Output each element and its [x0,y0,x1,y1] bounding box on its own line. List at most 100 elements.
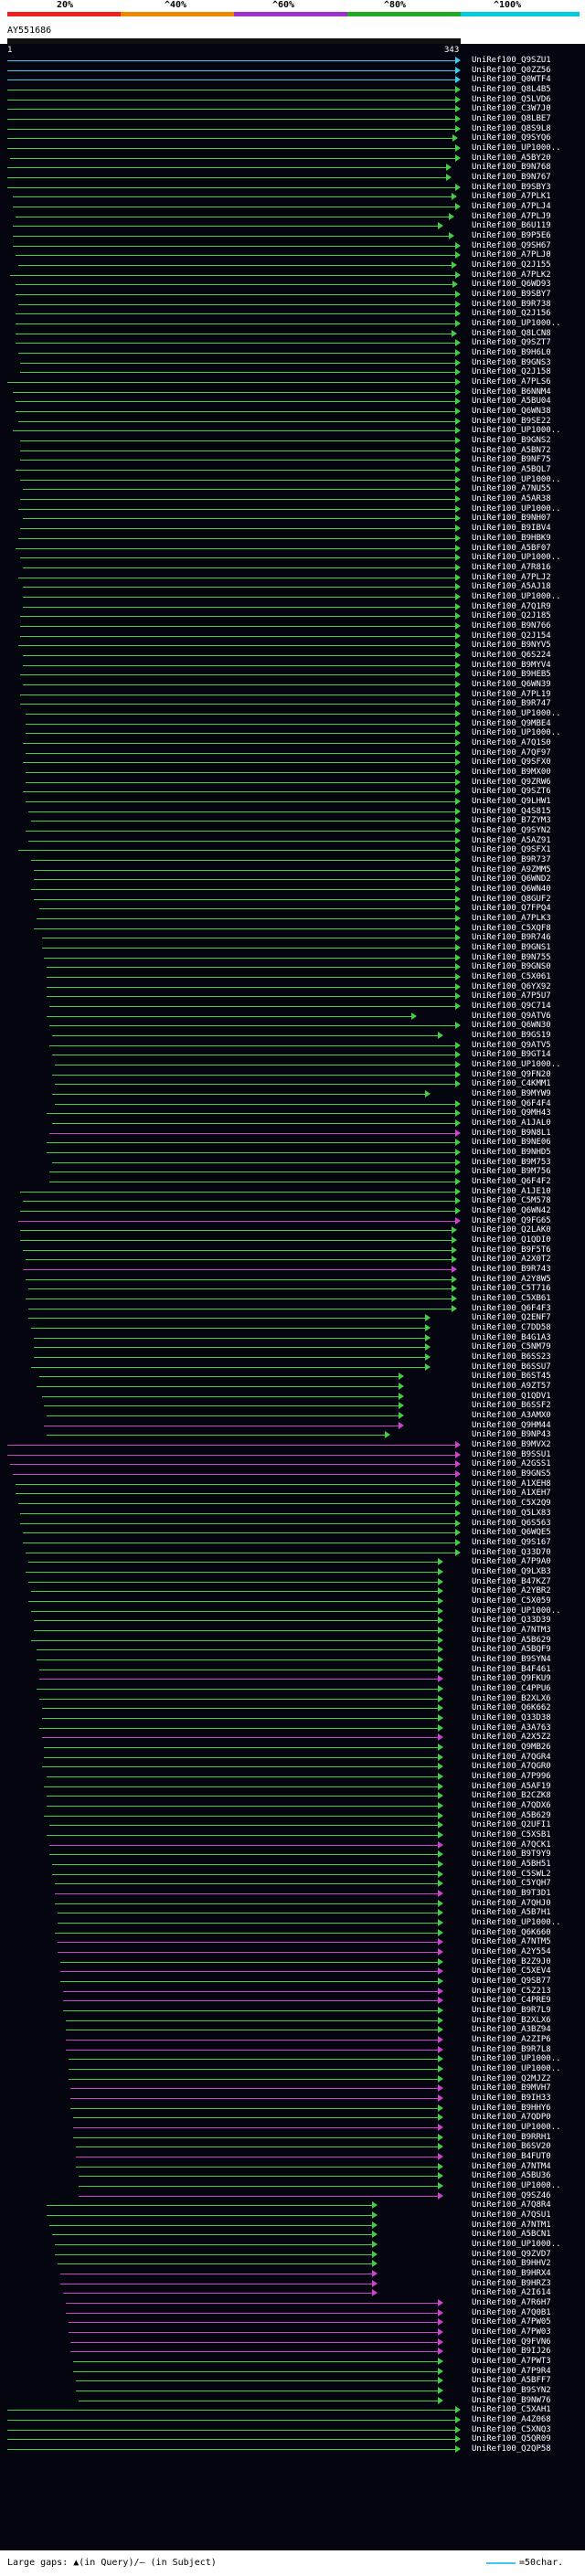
hit-row[interactable]: UniRef100_B9GNS5 [0,1468,585,1479]
hit-row[interactable]: UniRef100_A7PLK2 [0,270,585,281]
hit-row[interactable]: UniRef100_A7QHJ0 [0,1898,585,1909]
hit-label[interactable]: UniRef100_B9RRH1 [472,2132,551,2142]
hit-row[interactable]: UniRef100_A7QDX6 [0,1800,585,1811]
hit-label[interactable]: UniRef100_A5AR38 [472,494,551,504]
hit-label[interactable]: UniRef100_A7NTM3 [472,1625,551,1635]
hit-row[interactable]: UniRef100_A5BCN1 [0,2229,585,2240]
hit-row[interactable]: UniRef100_B6SS23 [0,1352,585,1362]
hit-label[interactable]: UniRef100_C4KMM1 [472,1079,551,1089]
hit-label[interactable]: UniRef100_B9IBV4 [472,524,551,534]
hit-row[interactable]: UniRef100_A1JE10 [0,1186,585,1197]
hit-label[interactable]: UniRef100_Q9LHW1 [472,796,551,806]
hit-row[interactable]: UniRef100_B9SYN2 [0,2385,585,2396]
hit-label[interactable]: UniRef100_UP1000.. [472,2181,561,2191]
hit-row[interactable]: UniRef100_B4G1A3 [0,1332,585,1343]
hit-row[interactable]: UniRef100_A7NTM5 [0,1936,585,1947]
hit-label[interactable]: UniRef100_Q1QDV1 [472,1391,551,1401]
hit-label[interactable]: UniRef100_B6SSU7 [472,1362,551,1372]
hit-row[interactable]: UniRef100_Q9SZT7 [0,337,585,348]
hit-label[interactable]: UniRef100_Q6WN42 [472,1206,551,1216]
hit-label[interactable]: UniRef100_C4PPU6 [472,1683,551,1693]
hit-row[interactable]: UniRef100_Q7FPQ4 [0,903,585,914]
hit-row[interactable]: UniRef100_B9GNS3 [0,357,585,368]
hit-row[interactable]: UniRef100_Q4S815 [0,806,585,817]
hit-label[interactable]: UniRef100_A7PLJ9 [472,211,551,221]
hit-label[interactable]: UniRef100_A5BF07 [472,543,551,553]
hit-label[interactable]: UniRef100_UP1000.. [472,2064,561,2074]
hit-label[interactable]: UniRef100_C5YQH7 [472,1879,551,1889]
hit-row[interactable]: UniRef100_Q2QP58 [0,2443,585,2454]
hit-label[interactable]: UniRef100_C3W7J0 [472,104,551,114]
hit-row[interactable]: UniRef100_C4PRE9 [0,1995,585,2006]
hit-row[interactable]: UniRef100_A7PLK3 [0,913,585,924]
hit-label[interactable]: UniRef100_A5AJ18 [472,582,551,592]
hit-label[interactable]: UniRef100_Q9ATV6 [472,1011,551,1021]
hit-label[interactable]: UniRef100_A7PLJ4 [472,202,551,212]
hit-label[interactable]: UniRef100_B9SYN4 [472,1654,551,1664]
hit-label[interactable]: UniRef100_Q9FN20 [472,1069,551,1079]
hit-label[interactable]: UniRef100_A7PLK2 [472,270,551,280]
hit-label[interactable]: UniRef100_A5BN72 [472,445,551,455]
hit-label[interactable]: UniRef100_C5X061 [472,971,551,981]
hit-label[interactable]: UniRef100_B9P5E6 [472,231,551,241]
hit-row[interactable]: UniRef100_Q9LHW1 [0,796,585,807]
hit-label[interactable]: UniRef100_B9GNS1 [472,942,551,952]
hit-label[interactable]: UniRef100_A7NTM5 [472,1937,551,1947]
hit-label[interactable]: UniRef100_B9MVH7 [472,2083,551,2094]
hit-row[interactable]: UniRef100_A2Y554 [0,1946,585,1957]
hit-label[interactable]: UniRef100_A7PL19 [472,689,551,699]
hit-label[interactable]: UniRef100_Q2J158 [472,367,551,377]
hit-label[interactable]: UniRef100_A1JE10 [472,1186,551,1196]
hit-label[interactable]: UniRef100_A5AF19 [472,1781,551,1791]
hit-label[interactable]: UniRef100_B9HRX4 [472,2269,551,2279]
hit-row[interactable]: UniRef100_Q2J156 [0,308,585,319]
hit-row[interactable]: UniRef100_C5NM79 [0,1341,585,1352]
hit-label[interactable]: UniRef100_Q7FPQ4 [472,904,551,914]
hit-label[interactable]: UniRef100_B9SYN2 [472,2386,551,2396]
hit-label[interactable]: UniRef100_A2I614 [472,2288,551,2298]
hit-row[interactable]: UniRef100_UP1000.. [0,2122,585,2133]
hit-label[interactable]: UniRef100_A7QDX6 [472,1800,551,1810]
hit-row[interactable]: UniRef100_B9NP43 [0,1429,585,1440]
hit-row[interactable]: UniRef100_B9R746 [0,932,585,943]
hit-row[interactable]: UniRef100_UP1000.. [0,591,585,602]
hit-row[interactable]: UniRef100_Q6WD93 [0,279,585,290]
hit-label[interactable]: UniRef100_Q6WN40 [472,884,551,894]
hit-label[interactable]: UniRef100_B9T3D1 [472,1888,551,1898]
hit-label[interactable]: UniRef100_C5XQF8 [472,923,551,933]
hit-label[interactable]: UniRef100_B9NW76 [472,2395,551,2405]
hit-row[interactable]: UniRef100_Q9SYQ6 [0,133,585,143]
hit-label[interactable]: UniRef100_Q6F4F3 [472,1303,551,1313]
hit-row[interactable]: UniRef100_A7QF97 [0,747,585,758]
hit-row[interactable]: UniRef100_A7PL19 [0,689,585,700]
hit-row[interactable]: UniRef100_Q9ZRW6 [0,777,585,788]
hit-label[interactable]: UniRef100_B9R7L8 [472,2044,551,2054]
hit-row[interactable]: UniRef100_B9M753 [0,1157,585,1168]
hit-label[interactable]: UniRef100_C5T716 [472,1284,551,1294]
hit-label[interactable]: UniRef100_Q2ENF7 [472,1313,551,1323]
hit-row[interactable]: UniRef100_B6SSF2 [0,1400,585,1411]
hit-row[interactable]: UniRef100_A7PLJ4 [0,201,585,212]
hit-label[interactable]: UniRef100_Q2QP58 [472,2444,551,2454]
hit-row[interactable]: UniRef100_A9ZT57 [0,1381,585,1392]
hit-row[interactable]: UniRef100_Q6YX92 [0,981,585,992]
hit-row[interactable]: UniRef100_Q5LX83 [0,1508,585,1519]
hit-label[interactable]: UniRef100_B9HEB5 [472,670,551,680]
hit-row[interactable]: UniRef100_A5AZ91 [0,835,585,846]
hit-label[interactable]: UniRef100_A7Q1S0 [472,737,551,747]
hit-label[interactable]: UniRef100_C5M578 [472,1196,551,1206]
hit-row[interactable]: UniRef100_A5AF19 [0,1781,585,1792]
hit-label[interactable]: UniRef100_B9SSU1 [472,1449,551,1459]
hit-label[interactable]: UniRef100_Q33D38 [472,1712,551,1723]
hit-label[interactable]: UniRef100_B9NF75 [472,455,551,465]
hit-label[interactable]: UniRef100_Q9ATV5 [472,1040,551,1050]
hit-label[interactable]: UniRef100_Q2J156 [472,309,551,319]
hit-row[interactable]: UniRef100_A7Q8R4 [0,2200,585,2210]
hit-label[interactable]: UniRef100_A3A763 [472,1723,551,1733]
hit-row[interactable]: UniRef100_A7PLS6 [0,376,585,387]
hit-row[interactable]: UniRef100_B9N767 [0,172,585,183]
hit-label[interactable]: UniRef100_B9MYV4 [472,660,551,670]
hit-row[interactable]: UniRef100_Q5QR09 [0,2433,585,2444]
hit-row[interactable]: UniRef100_Q2ENF7 [0,1312,585,1323]
hit-label[interactable]: UniRef100_B9NHD5 [472,1148,551,1158]
